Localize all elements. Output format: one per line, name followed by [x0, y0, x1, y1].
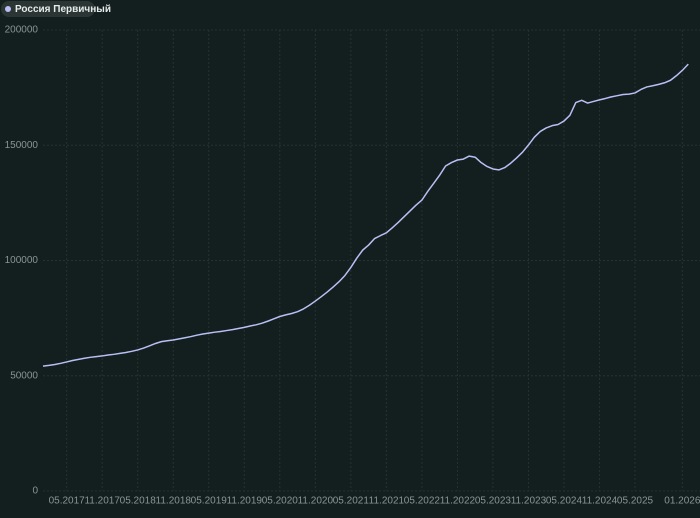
grid — [43, 29, 700, 492]
x-tick-label: 05.2022 — [404, 496, 441, 507]
x-tick-label: 11.2019 — [227, 496, 263, 507]
legend[interactable]: Россия Первичный — [1, 1, 111, 17]
y-tick-label: 200000 — [5, 25, 39, 36]
legend-label[interactable]: Россия Первичный — [15, 4, 111, 15]
x-tick-label: 11.2021 — [369, 496, 405, 507]
x-tick-label: 11.2020 — [298, 496, 334, 507]
x-tick-label: 11.2018 — [156, 496, 192, 507]
x-tick-label: 05.2017 — [49, 496, 86, 507]
y-tick-label: 0 — [32, 486, 38, 497]
y-tick-label: 100000 — [5, 255, 39, 266]
x-tick-label: 11.2017 — [84, 496, 120, 507]
legend-box — [1, 1, 95, 17]
series-line — [42, 63, 689, 367]
x-tick-label: 05.2019 — [191, 496, 228, 507]
x-tick-label: 11.2022 — [440, 496, 476, 507]
legend-dot — [5, 6, 11, 12]
x-tick-label: 01.2026 — [664, 496, 700, 507]
x-tick-label: 05.2021 — [333, 496, 370, 507]
x-tick-label: 11.2024 — [582, 496, 618, 507]
x-tick-label: 05.2024 — [546, 496, 583, 507]
x-tick-label: 05.2025 — [617, 496, 654, 507]
x-tick-label: 11.2023 — [511, 496, 547, 507]
y-tick-label: 50000 — [10, 370, 38, 381]
x-tick-label: 05.2023 — [475, 496, 512, 507]
x-tick-label: 05.2018 — [120, 496, 157, 507]
y-tick-label: 150000 — [5, 140, 39, 151]
x-tick-label: 05.2020 — [262, 496, 299, 507]
